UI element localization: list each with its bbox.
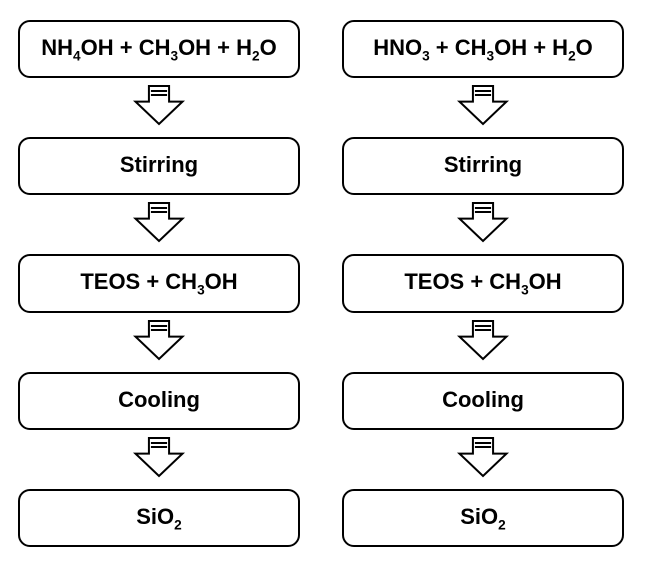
down-arrow-icon <box>455 201 511 248</box>
down-arrow-icon <box>455 436 511 483</box>
flow-node: HNO3 + CH3OH + H2O <box>342 20 624 78</box>
down-arrow-icon <box>131 84 187 131</box>
down-arrow-icon <box>131 319 187 366</box>
flow-node: Cooling <box>342 372 624 430</box>
flow-node: SiO2 <box>342 489 624 547</box>
flow-column-left: NH4OH + CH3OH + H2O Stirring TEOS + CH3O… <box>18 20 300 547</box>
flowchart: NH4OH + CH3OH + H2O Stirring TEOS + CH3O… <box>18 20 629 547</box>
flow-node: Stirring <box>18 137 300 195</box>
down-arrow-icon <box>455 319 511 366</box>
flow-node: TEOS + CH3OH <box>342 254 624 312</box>
down-arrow-icon <box>455 84 511 131</box>
flow-column-right: HNO3 + CH3OH + H2O Stirring TEOS + CH3OH… <box>342 20 624 547</box>
flow-node: Cooling <box>18 372 300 430</box>
flow-node: TEOS + CH3OH <box>18 254 300 312</box>
down-arrow-icon <box>131 436 187 483</box>
flow-node: NH4OH + CH3OH + H2O <box>18 20 300 78</box>
flow-node: SiO2 <box>18 489 300 547</box>
down-arrow-icon <box>131 201 187 248</box>
flow-node: Stirring <box>342 137 624 195</box>
